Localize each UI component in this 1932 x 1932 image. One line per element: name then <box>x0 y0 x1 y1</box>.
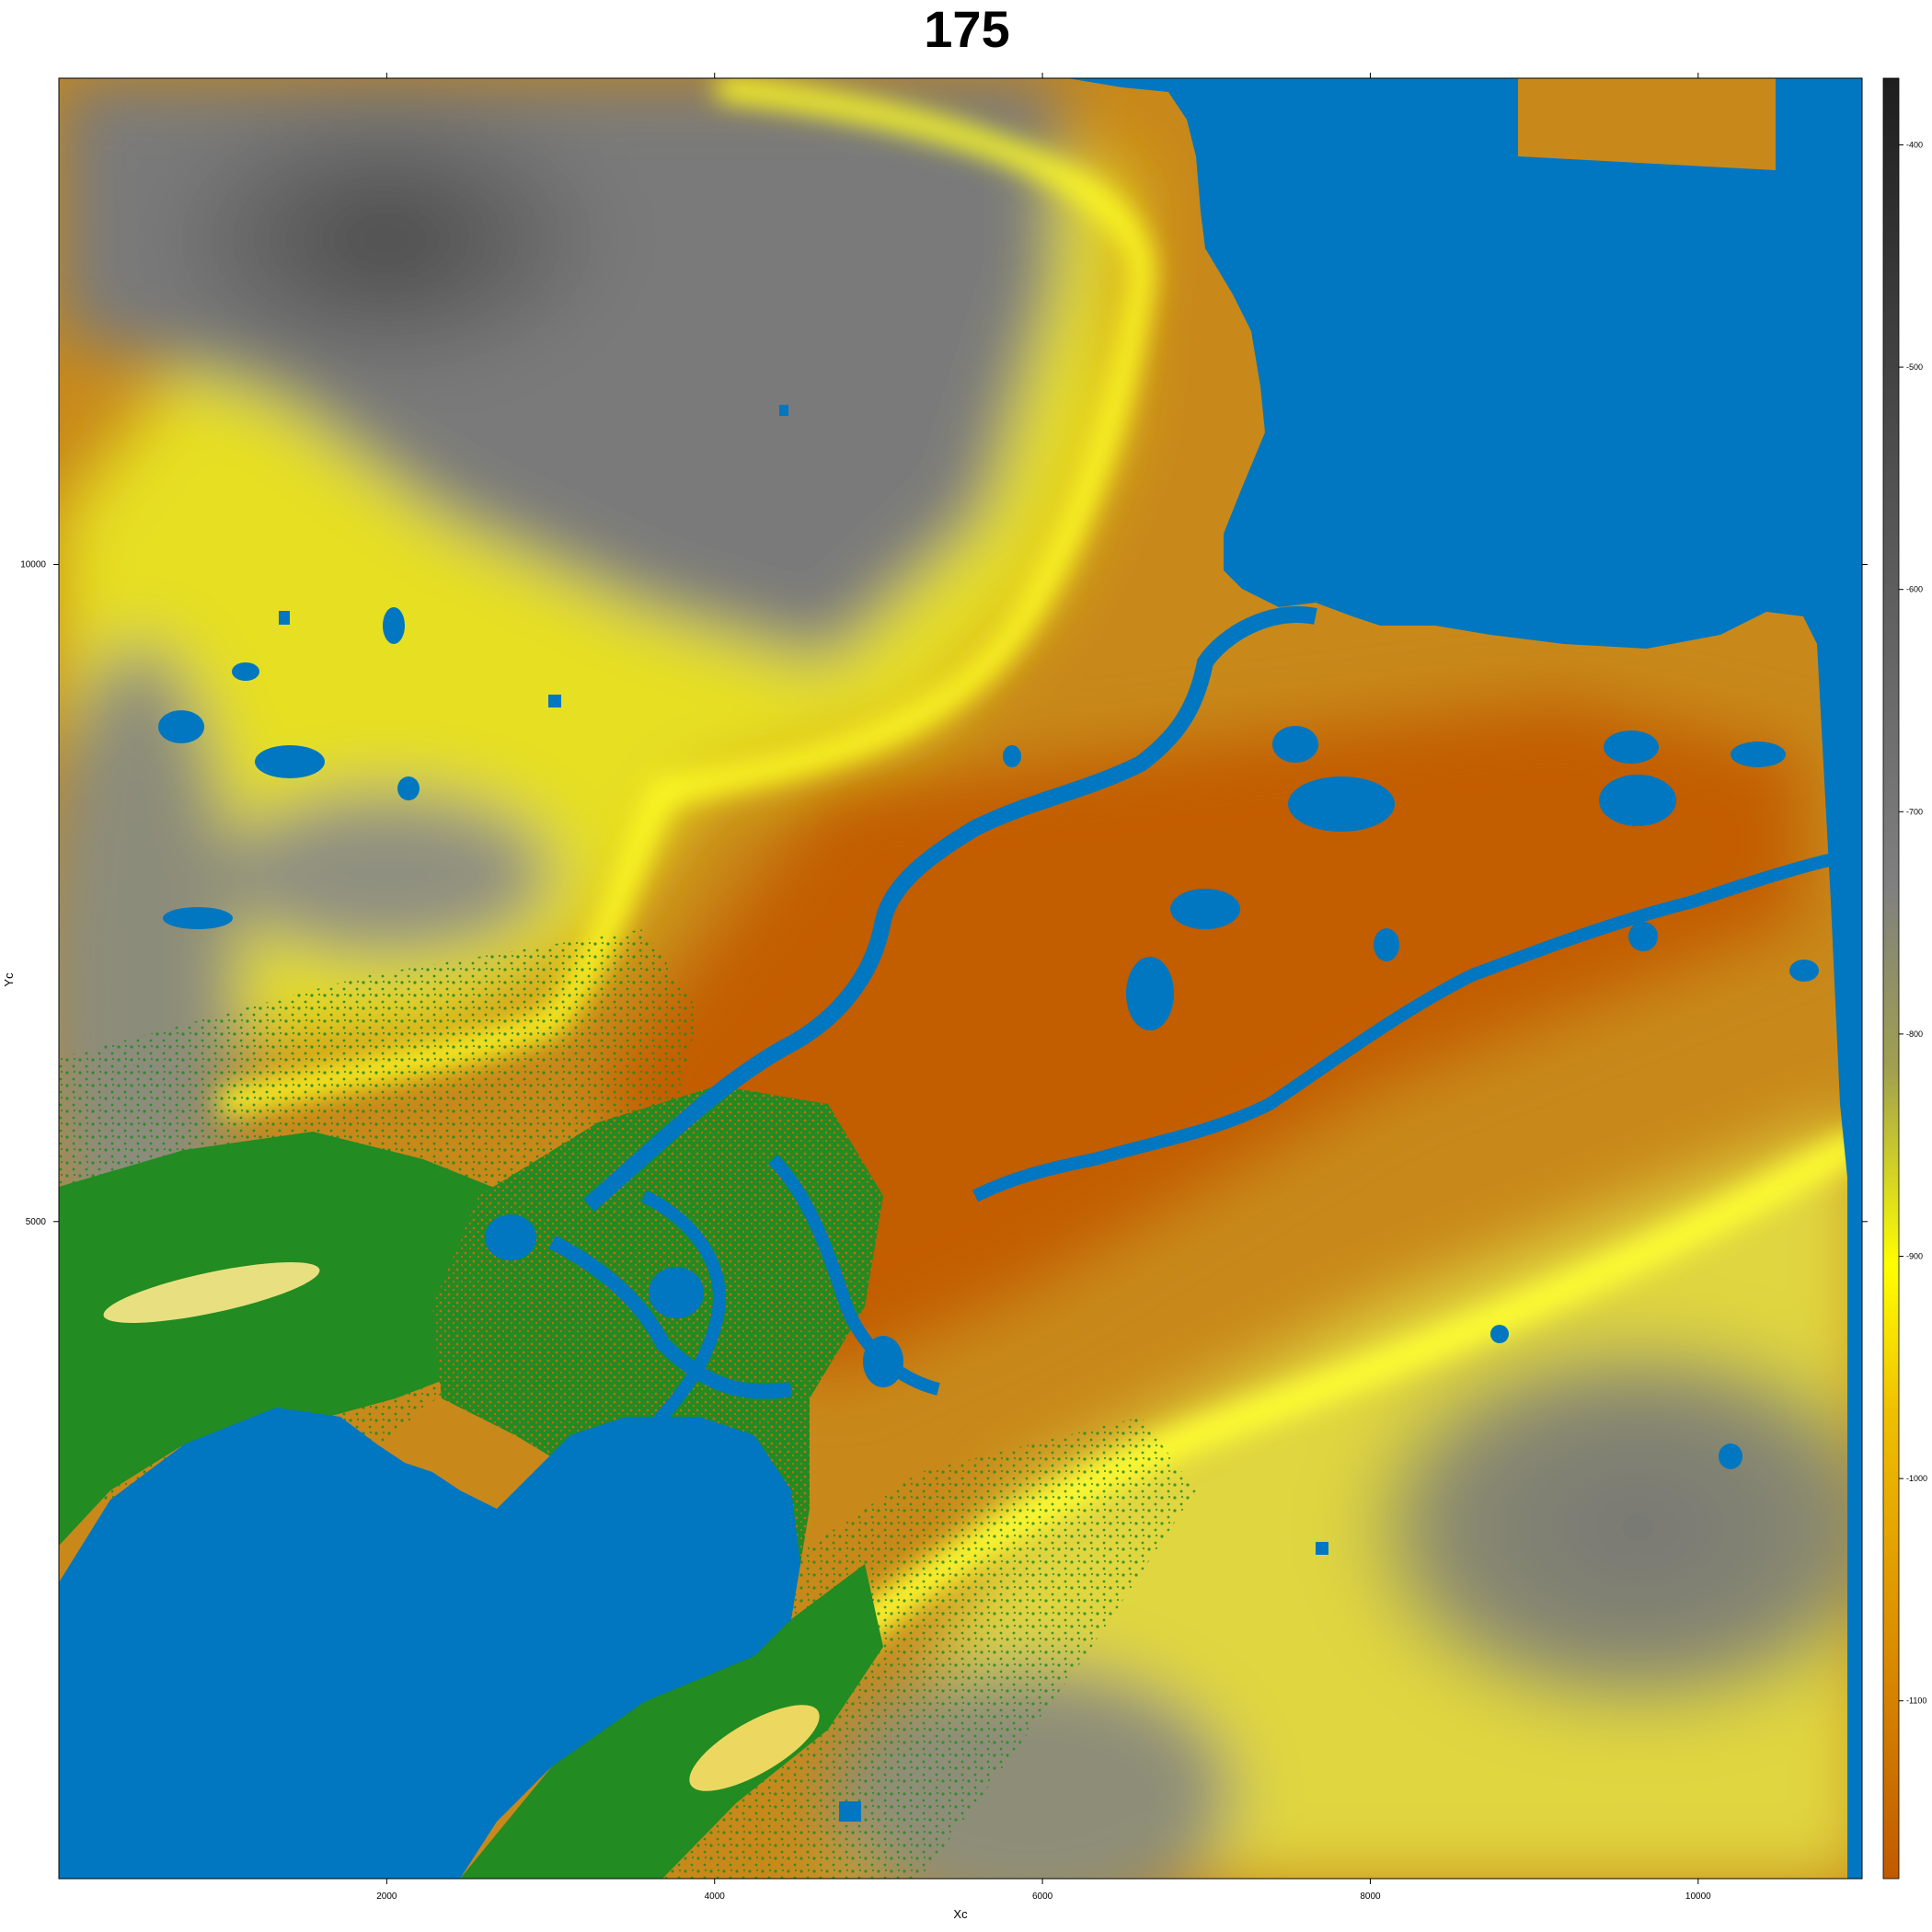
lake-east-7 <box>1126 957 1174 1030</box>
x-tick-label: 2000 <box>376 1892 397 1902</box>
central-lowland <box>598 699 1803 1380</box>
vegetation-west-dense <box>59 1132 570 1546</box>
x-tick-label: 10000 <box>1685 1892 1711 1902</box>
delta-channel-a <box>548 1235 793 1399</box>
lake-east-6 <box>1170 889 1240 929</box>
northeast-sea <box>1067 78 1862 1196</box>
vegetation-south-dense <box>460 1564 883 1879</box>
colorbar-tick-label: -1000 <box>1906 1474 1927 1483</box>
chart-title: 175 <box>924 0 1009 58</box>
y-tick-label: 5000 <box>26 1217 47 1227</box>
dark-summit <box>83 78 690 423</box>
colorbar-tick-label: -800 <box>1906 1029 1923 1039</box>
vegetation-pale-strip-south <box>689 1705 820 1791</box>
colorbar: -400 -500 -600 -700 -800 -900 -1000 -1100 <box>1882 77 1927 1880</box>
x-axis-label: Xc <box>953 1907 968 1921</box>
y-axis: 5000 10000 Yc <box>2 560 1868 1227</box>
colorbar-tick-label: -400 <box>1906 140 1923 149</box>
delta-channel-c <box>767 1155 940 1396</box>
y-tick-label: 10000 <box>20 560 46 570</box>
lake-south-1 <box>839 1801 861 1822</box>
lake-west-8 <box>279 611 290 625</box>
colorbar-tick-label: -600 <box>1906 585 1923 594</box>
colorbar-frame <box>1882 77 1900 1880</box>
terrain-relief <box>59 78 1862 1879</box>
lake-west-6 <box>397 776 420 800</box>
southern-channel <box>972 849 1851 1202</box>
vegetation-pale-strip <box>103 1262 320 1323</box>
lake-east-1 <box>1272 726 1318 763</box>
delta-pond-b <box>649 1267 704 1318</box>
lake-east-5 <box>1731 742 1786 767</box>
main-river <box>583 606 1317 1212</box>
lake-east-9 <box>1628 922 1658 951</box>
x-tick-label: 4000 <box>705 1892 726 1902</box>
colorbar-tick-label: -700 <box>1906 807 1923 816</box>
x-tick-label: 8000 <box>1360 1892 1381 1902</box>
y-axis-label: Yc <box>2 972 16 987</box>
lake-west-4 <box>232 662 259 681</box>
lake-southeast-3 <box>1316 1542 1328 1555</box>
lake-west-7 <box>548 695 561 707</box>
colorbar-tick-label: -1100 <box>1906 1696 1926 1706</box>
east-strip-water <box>1847 78 1862 1879</box>
water-bodies <box>59 78 1862 1879</box>
lake-east-4 <box>1599 775 1676 826</box>
southeast-gray-basin <box>1343 1325 1862 1730</box>
lake-west-5 <box>383 607 405 644</box>
island-pool <box>1394 342 1405 353</box>
colorbar-tick-label: -900 <box>1906 1252 1923 1261</box>
x-tick-label: 6000 <box>1032 1892 1053 1902</box>
lake-north-1 <box>779 405 788 416</box>
lake-east-10 <box>1789 960 1819 982</box>
lake-west-3 <box>163 907 233 929</box>
lake-southeast-1 <box>1719 1443 1742 1469</box>
delta-channel-b <box>639 1190 726 1440</box>
lake-west-2 <box>255 745 325 778</box>
southwest-lake <box>59 1408 800 1879</box>
delta-pond-a <box>485 1214 536 1260</box>
lake-east-11 <box>1003 745 1021 767</box>
plot-area <box>59 78 1862 1879</box>
lake-east-2 <box>1288 776 1395 832</box>
lake-southeast-2 <box>1490 1325 1509 1343</box>
colorbar-scale <box>1883 78 1899 1879</box>
delta-pond-c <box>863 1336 903 1387</box>
plot-frame <box>58 77 1863 1880</box>
lake-west-1 <box>158 710 204 743</box>
lake-east-3 <box>1604 730 1659 764</box>
lake-east-8 <box>1374 928 1399 961</box>
colorbar-tick-label: -500 <box>1906 362 1923 372</box>
mid-gray-lobe <box>221 791 552 957</box>
x-axis: 2000 4000 6000 8000 10000 Xc <box>376 73 1711 1921</box>
